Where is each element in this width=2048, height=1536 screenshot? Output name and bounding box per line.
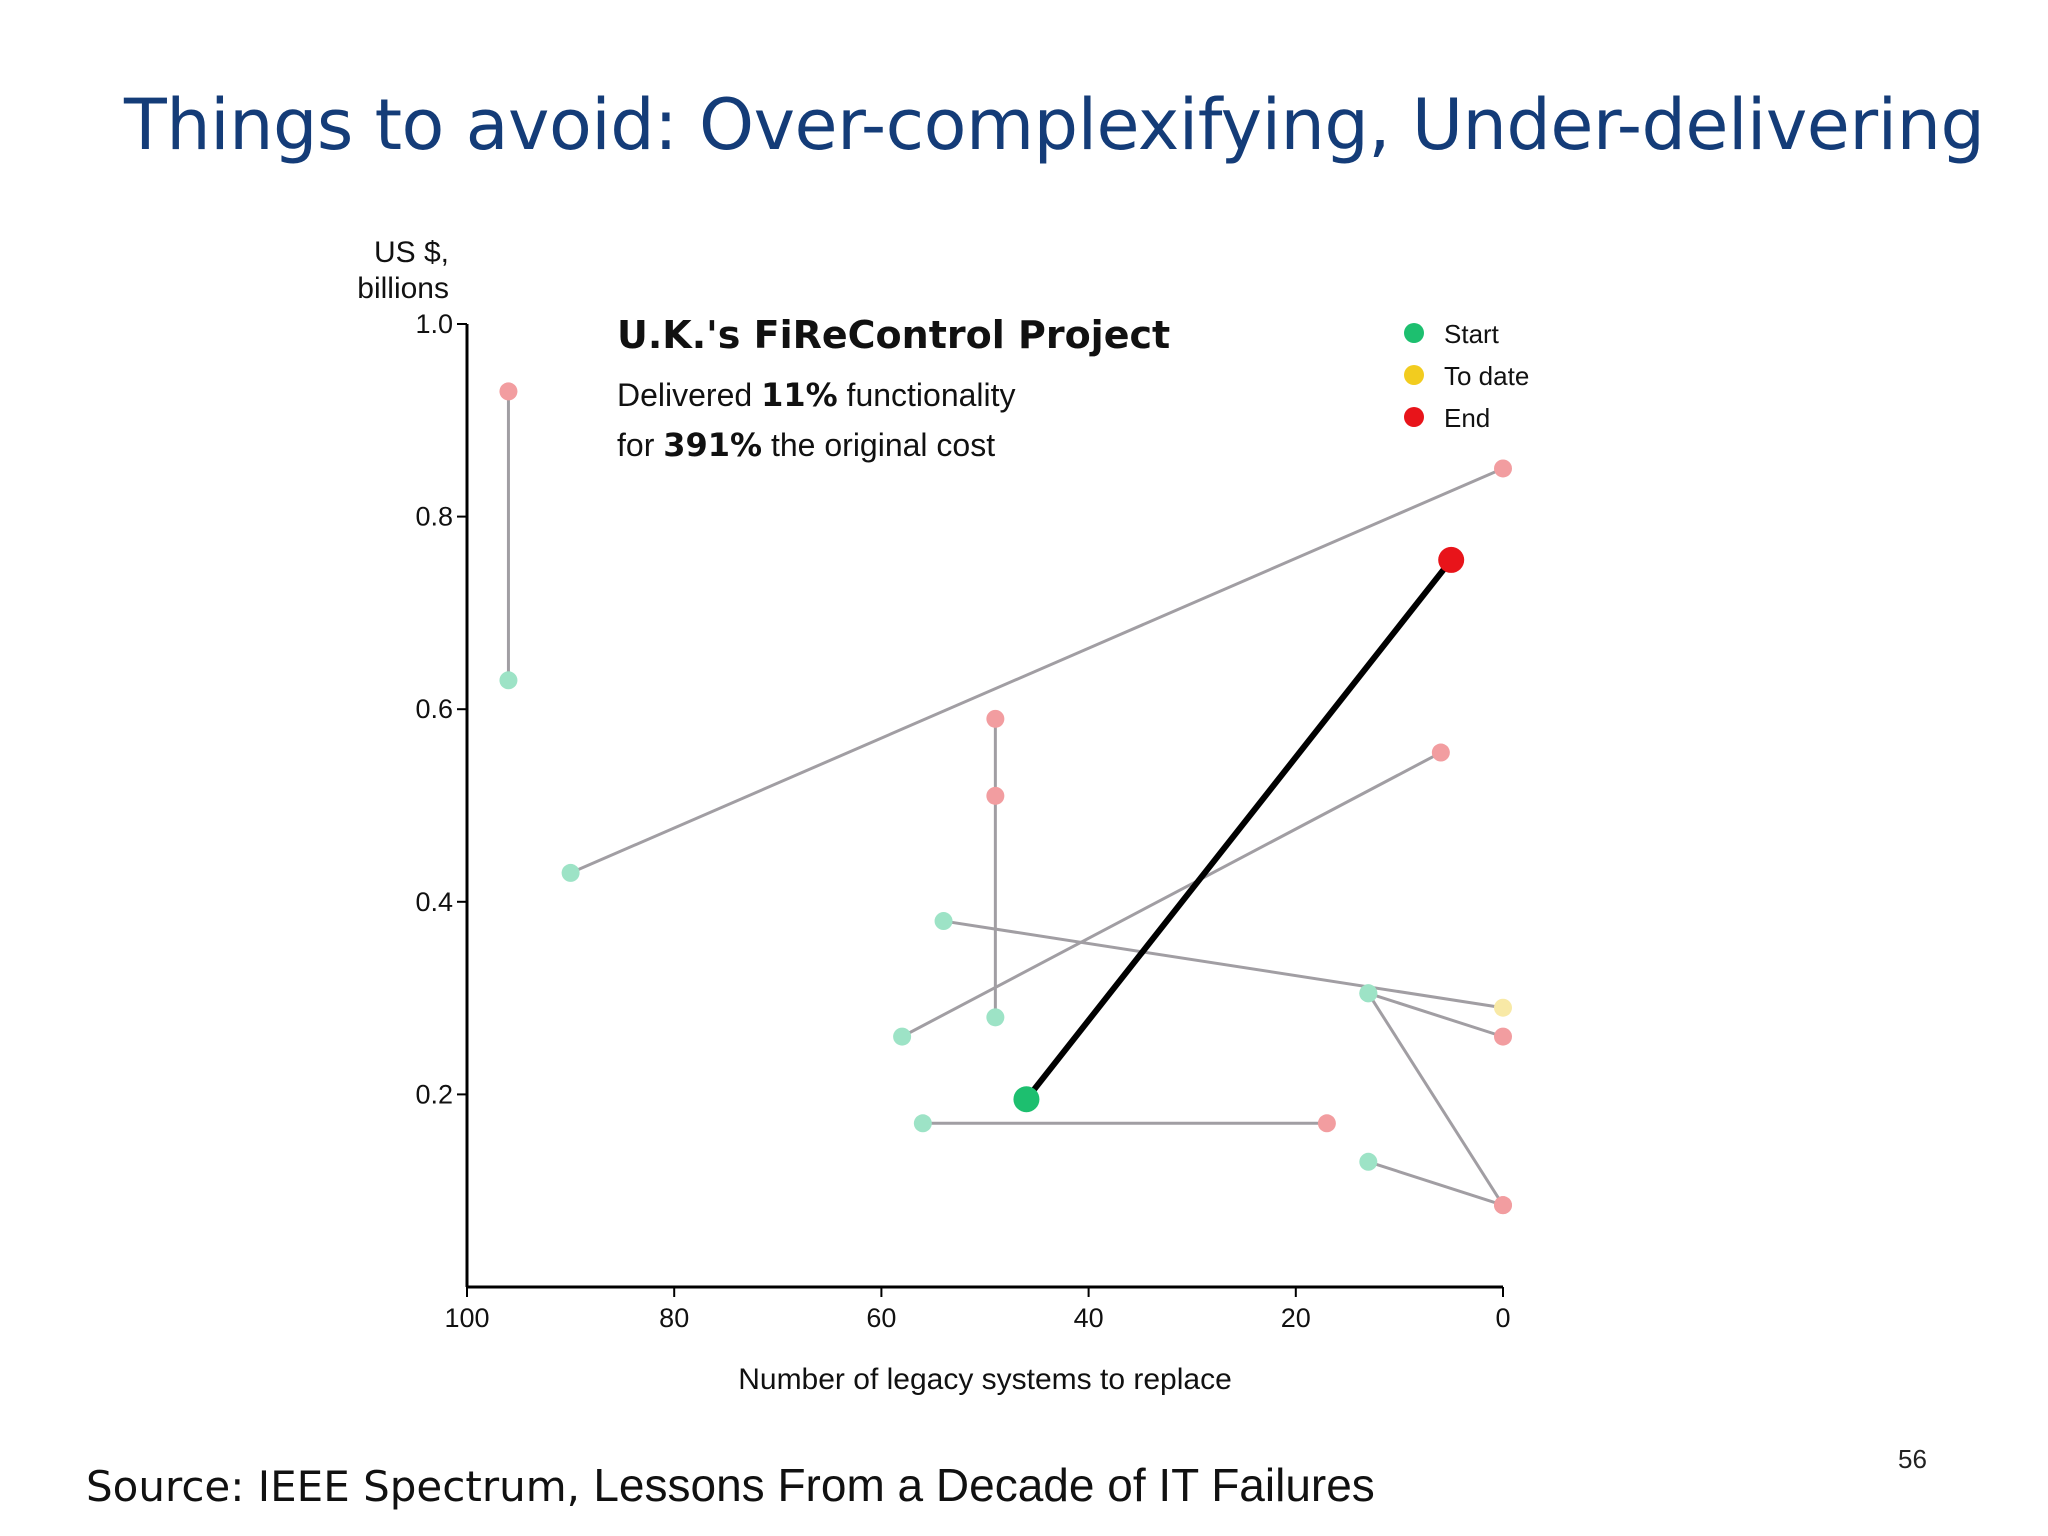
highlight-point-start [1013,1086,1040,1113]
legend-marker-end [1404,407,1424,427]
y-axis-label-line2: billions [357,272,449,305]
point-end [1494,1196,1512,1215]
y-tick-label: 0.8 [415,502,453,532]
annotation-line1: Delivered 11% functionality [617,376,1016,414]
annotation-line1-post: functionality [838,377,1016,413]
highlight-project-line [1024,558,1454,1102]
project-line [1367,1160,1504,1207]
point-start [913,1114,932,1133]
x-axis-label: Number of legacy systems to replace [738,1363,1232,1396]
point-start [499,671,518,690]
point-start [934,912,953,931]
point-to-date [1494,998,1512,1017]
point-end [986,709,1005,728]
point-end [1494,459,1512,478]
y-tick-label: 0.4 [415,887,453,917]
annotation-line2-bold: 391% [663,426,762,464]
point-start [1359,984,1378,1003]
data-points [499,382,1512,1215]
source-citation: Source: IEEE Spectrum, Lessons From a De… [86,1458,1375,1512]
annotation-line2-pre: for [617,427,663,463]
project-line [1367,991,1504,1039]
x-tick-label: 0 [1495,1303,1510,1333]
legend-marker-to-date [1404,365,1424,385]
legend-label: To date [1444,361,1529,391]
x-tick-label: 40 [1074,1303,1104,1333]
x-tick-label: 80 [659,1303,689,1333]
highlight-point-end [1438,546,1465,573]
point-end [986,786,1005,805]
source-prefix: Source: IEEE Spectrum, [86,1462,594,1511]
legend-marker-start [1404,323,1424,343]
y-tick-label: 0.2 [415,1079,453,1109]
project-line [1367,992,1505,1206]
annotation-line1-pre: Delivered [617,377,761,413]
annotation-line2: for 391% the original cost [617,426,995,464]
annotation: U.K.'s FiReControl Project Delivered 11%… [617,313,1170,464]
point-end [1317,1114,1336,1133]
x-tick-label: 20 [1281,1303,1311,1333]
axis-ticks: 100 80 60 40 20 0 1.0 0.8 0.6 0.4 0.2 [415,309,1510,1333]
legend-label: Start [1444,319,1500,349]
y-tick-label: 1.0 [415,309,453,339]
slide-title: Things to avoid: Over-complexifying, Und… [124,84,1985,166]
axes [465,324,1503,1289]
annotation-line1-bold: 11% [761,376,838,414]
legend: Start To date End [1404,319,1529,433]
x-tick-label: 100 [444,1303,489,1333]
annotation-line2-post: the original cost [762,427,995,463]
y-tick-label: 0.6 [415,694,453,724]
source-title: Lessons From a Decade of IT Failures [593,1459,1375,1511]
point-end [499,382,518,401]
y-axis-label-line1: US $, [374,236,449,269]
point-start [893,1027,912,1046]
project-line [570,467,1504,875]
point-start [986,1008,1005,1027]
connector-lines [506,391,1505,1207]
legend-label: End [1444,403,1490,433]
slide-number: 56 [1898,1444,1927,1474]
project-line [943,919,1504,1010]
point-end [1494,1027,1512,1046]
point-end [1431,743,1450,762]
annotation-title: U.K.'s FiReControl Project [617,313,1170,357]
project-line [901,751,1442,1038]
x-tick-label: 60 [866,1303,896,1333]
point-start [561,863,580,882]
point-start [1359,1152,1378,1171]
